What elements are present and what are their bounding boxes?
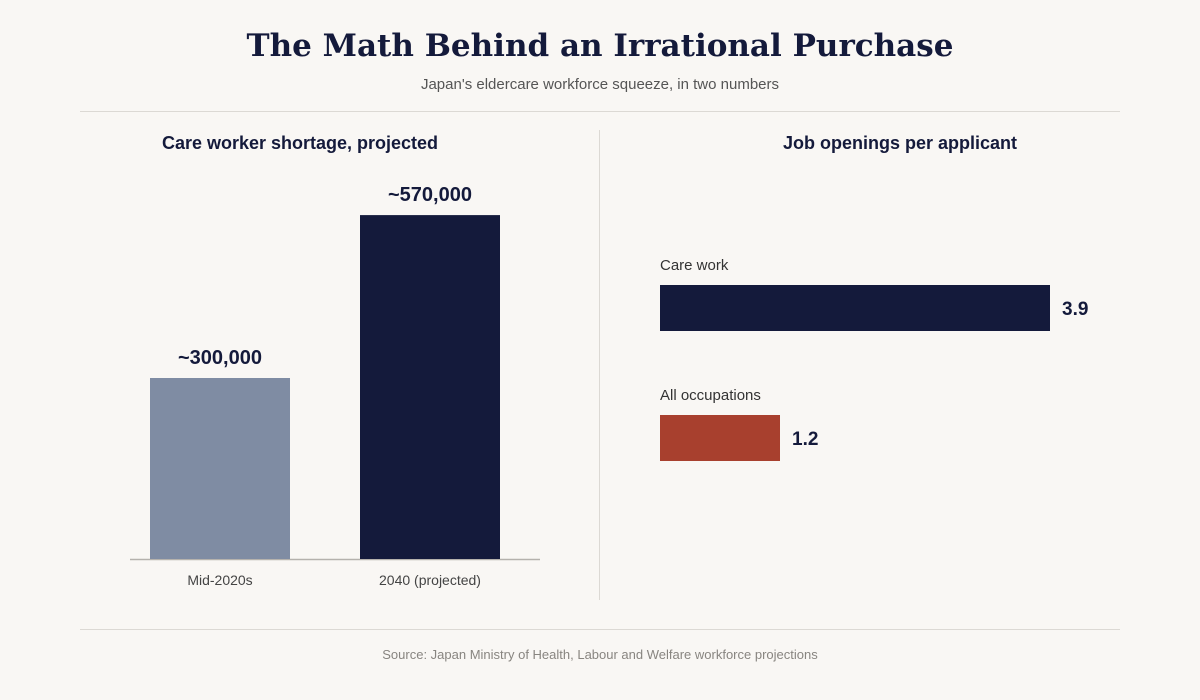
bar-value-label: 3.9 bbox=[1062, 299, 1088, 320]
bar-2 bbox=[360, 215, 500, 559]
page-subtitle: Japan's eldercare workforce squeeze, in … bbox=[420, 76, 780, 93]
category-label: Mid-2020s bbox=[187, 572, 252, 588]
bar-1 bbox=[150, 378, 290, 559]
panel-divider bbox=[599, 130, 600, 600]
right-chart-title: Job openings per applicant bbox=[782, 133, 1018, 153]
bar-1 bbox=[660, 285, 1050, 331]
bar-2 bbox=[660, 415, 780, 461]
source-note: Source: Japan Ministry of Health, Labour… bbox=[382, 647, 818, 662]
category-label: Care work bbox=[660, 257, 729, 274]
header-divider bbox=[80, 111, 1120, 112]
bar-value-label: 1.2 bbox=[792, 429, 818, 450]
bar-value-label: ~300,000 bbox=[178, 347, 262, 369]
category-label: All occupations bbox=[660, 387, 761, 404]
category-label: 2040 (projected) bbox=[379, 572, 481, 588]
footer-divider bbox=[80, 629, 1120, 630]
bar-value-label: ~570,000 bbox=[388, 184, 472, 206]
right-chart: Care work 3.9 All occupations 1.2 bbox=[660, 257, 1088, 461]
left-chart: ~300,000 Mid-2020s ~570,000 2040 (projected… bbox=[150, 184, 500, 588]
left-chart-title: Care worker shortage, projected bbox=[161, 133, 439, 153]
page-title: The Math Behind an Irrational Purchase bbox=[246, 28, 954, 64]
